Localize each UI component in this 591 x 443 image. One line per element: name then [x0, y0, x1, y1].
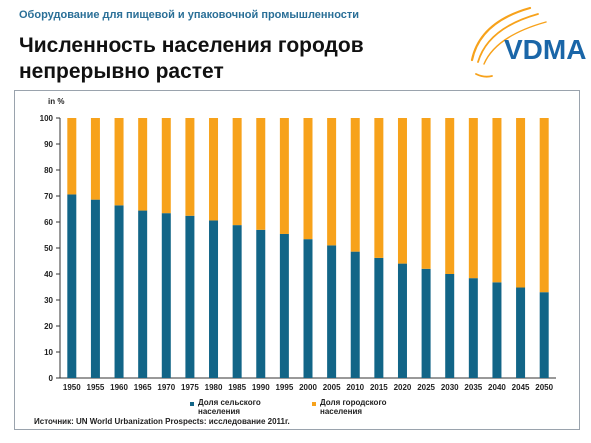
page-title-line1: Численность населения городов: [19, 34, 364, 57]
bar-rural-1955: [90, 199, 100, 378]
x-tick-label: 2000: [299, 383, 317, 392]
y-tick-label: 0: [49, 374, 54, 383]
bar-rural-2030: [445, 274, 455, 378]
y-tick-label: 20: [44, 322, 53, 331]
x-tick-label: 2045: [512, 383, 530, 392]
x-tick-label: 2025: [417, 383, 435, 392]
bar-rural-2000: [303, 239, 313, 378]
bar-rural-1995: [279, 233, 289, 378]
bar-urban-2005: [327, 118, 337, 246]
bar-rural-1985: [232, 225, 242, 378]
legend-swatch-urban: [312, 402, 316, 406]
bar-urban-1950: [67, 118, 77, 195]
x-tick-label: 2010: [346, 383, 364, 392]
x-tick-label: 2040: [488, 383, 506, 392]
page-title-line2: непрерывно растет: [19, 60, 224, 83]
x-tick-label: 2005: [323, 383, 341, 392]
bar-urban-1955: [90, 118, 100, 200]
chart-frame: [14, 90, 580, 430]
x-tick-label: 1990: [252, 383, 270, 392]
bar-rural-1975: [185, 215, 195, 378]
bar-urban-1965: [138, 118, 148, 211]
bar-urban-2000: [303, 118, 313, 240]
legend-swatch-rural: [190, 402, 194, 406]
bar-rural-2035: [468, 278, 478, 378]
x-tick-label: 1960: [110, 383, 128, 392]
bar-urban-2020: [397, 118, 407, 264]
bar-urban-1970: [161, 118, 171, 214]
vdma-logo: VDMA: [470, 6, 586, 78]
x-tick-label: 1975: [181, 383, 199, 392]
x-tick-label: 2015: [370, 383, 388, 392]
vdma-logo-arcs: [470, 6, 547, 78]
bar-urban-2030: [445, 118, 455, 274]
bar-urban-2010: [350, 118, 360, 252]
bar-rural-1960: [114, 205, 124, 378]
x-tick-label: 1955: [87, 383, 105, 392]
x-tick-label: 1950: [63, 383, 81, 392]
x-tick-label: 2020: [394, 383, 412, 392]
x-tick-label: 1995: [275, 383, 293, 392]
bar-rural-1980: [209, 220, 219, 378]
x-tick-label: 1985: [228, 383, 246, 392]
bar-rural-2015: [374, 257, 384, 378]
y-tick-label: 10: [44, 348, 53, 357]
bar-rural-1950: [67, 194, 77, 378]
y-tick-label: 80: [44, 166, 53, 175]
legend-label-rural-line2: населения: [198, 407, 240, 416]
legend-label-urban-line1: Доля городского: [320, 398, 387, 407]
bar-urban-1985: [232, 118, 242, 226]
bar-rural-2020: [397, 263, 407, 378]
bar-urban-1995: [279, 118, 289, 234]
x-tick-label: 1970: [157, 383, 175, 392]
x-tick-label: 1980: [205, 383, 223, 392]
bar-rural-2010: [350, 251, 360, 378]
y-tick-label: 50: [44, 244, 53, 253]
x-tick-label: 2050: [535, 383, 553, 392]
bar-urban-2050: [539, 118, 549, 293]
bar-rural-2005: [327, 245, 337, 378]
bar-rural-1965: [138, 210, 148, 378]
x-tick-label: 2035: [464, 383, 482, 392]
bar-urban-2045: [516, 118, 526, 288]
y-tick-label: 100: [40, 114, 54, 123]
bar-urban-1960: [114, 118, 124, 206]
bar-rural-2045: [516, 287, 526, 378]
y-tick-label: 40: [44, 270, 53, 279]
bar-urban-2015: [374, 118, 384, 258]
y-tick-label: 90: [44, 140, 53, 149]
y-tick-label: 60: [44, 218, 53, 227]
header-subtitle: Оборудование для пищевой и упаковочной п…: [19, 9, 360, 21]
x-tick-label: 2030: [441, 383, 459, 392]
bar-urban-2040: [492, 118, 502, 283]
bar-urban-2035: [468, 118, 478, 279]
bar-urban-2025: [421, 118, 431, 269]
bar-rural-1990: [256, 229, 266, 378]
bar-urban-1980: [209, 118, 219, 221]
bar-urban-1975: [185, 118, 195, 216]
bar-rural-2025: [421, 268, 431, 378]
y-axis-label: in %: [48, 97, 64, 106]
bar-urban-1990: [256, 118, 266, 230]
page-title: Численность населения городов непрерывно…: [19, 33, 439, 85]
bar-rural-1970: [161, 213, 171, 378]
legend-label-rural-line1: Доля сельского: [198, 398, 261, 407]
x-tick-label: 1965: [134, 383, 152, 392]
y-tick-label: 70: [44, 192, 53, 201]
vdma-logo-text: VDMA: [504, 34, 586, 65]
bar-rural-2040: [492, 282, 502, 378]
source-note: Источник: UN World Urbanization Prospect…: [34, 417, 290, 426]
y-tick-label: 30: [44, 296, 53, 305]
bar-rural-2050: [539, 292, 549, 378]
legend-label-urban-line2: населения: [320, 407, 362, 416]
